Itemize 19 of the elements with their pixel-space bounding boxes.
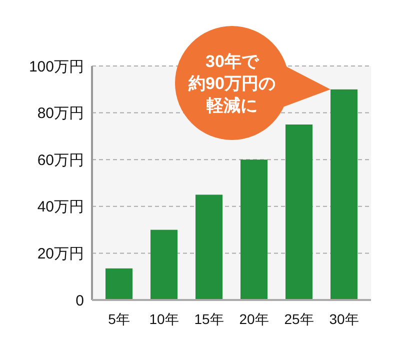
- bar: [330, 89, 358, 300]
- x-tick-label: 15年: [194, 311, 224, 327]
- annotation: 30年で約90万円の軽減に: [188, 52, 276, 115]
- bar: [150, 230, 178, 300]
- y-tick-label: 20万円: [37, 245, 84, 262]
- x-tick-label: 10年: [149, 311, 179, 327]
- y-tick-label: 0: [76, 292, 84, 310]
- bar: [106, 268, 132, 300]
- x-tick-label: 25年: [284, 311, 314, 327]
- x-tick-label: 5年: [108, 311, 130, 327]
- bar: [240, 160, 268, 300]
- bar: [196, 194, 222, 300]
- y-tick-label: 40万円: [37, 198, 84, 216]
- y-tick-label: 60万円: [37, 152, 84, 169]
- y-tick-label: 100万円: [28, 58, 84, 76]
- x-tick-label: 30年: [329, 311, 359, 327]
- bar: [286, 124, 312, 300]
- y-tick-label: 80万円: [37, 105, 84, 122]
- x-tick-label: 20年: [239, 311, 269, 327]
